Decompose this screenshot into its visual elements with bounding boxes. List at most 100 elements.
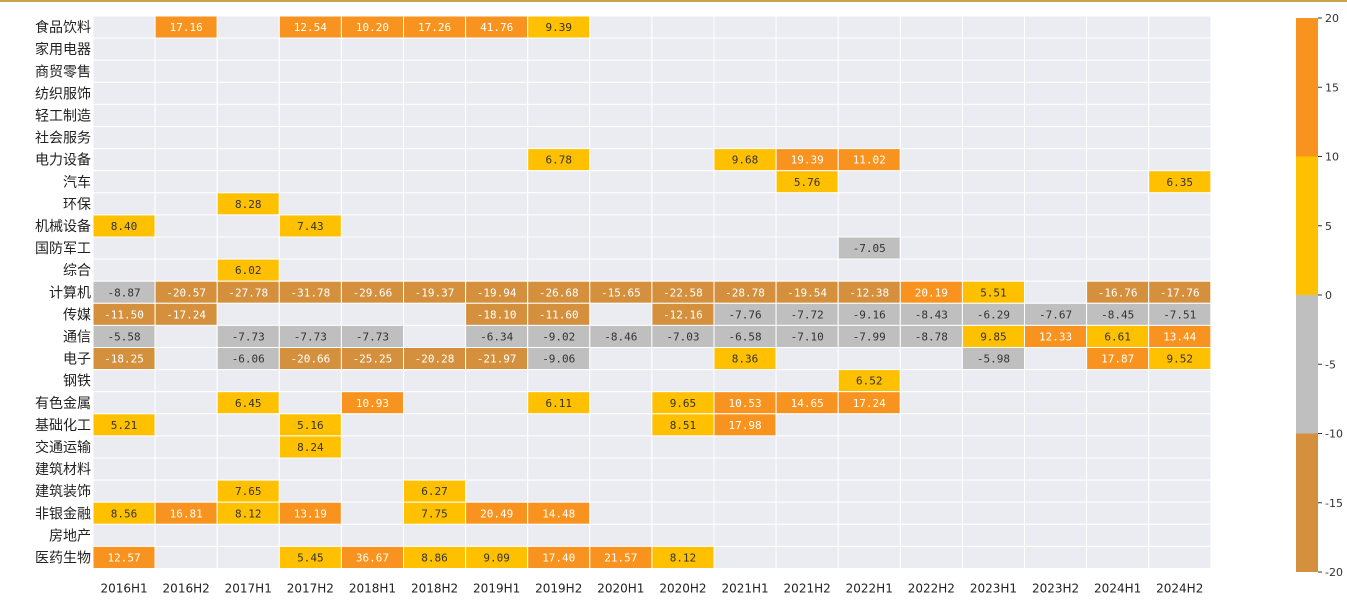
cell-value-label: 12.57 [107, 551, 140, 564]
cell-value-label: 10.53 [728, 397, 761, 410]
heatmap-cell [713, 59, 777, 83]
cell-value-label: 16.81 [170, 507, 203, 520]
cell-value-label: -7.73 [294, 330, 327, 343]
cell-value-label: -20.28 [415, 353, 455, 366]
cell-value-label: 21.57 [604, 551, 637, 564]
colorbar-tick-label: 5 [1325, 220, 1332, 233]
cell-value-label: -8.87 [107, 286, 140, 299]
heatmap-cell [340, 192, 404, 216]
column-label: 2020H1 [597, 582, 644, 596]
heatmap-cell [713, 170, 777, 194]
heatmap-cell [713, 15, 777, 39]
cell-value-label: -9.06 [542, 353, 575, 366]
heatmap-cell [92, 435, 156, 459]
heatmap-cell [837, 457, 901, 481]
heatmap-cell [92, 59, 156, 83]
column-label: 2019H1 [473, 582, 520, 596]
heatmap-cell [775, 236, 839, 260]
heatmap-cell [775, 479, 839, 503]
heatmap-cell [527, 435, 591, 459]
heatmap-cell [216, 103, 280, 128]
heatmap-cell [837, 501, 901, 525]
heatmap-cell [651, 457, 715, 481]
heatmap-cell [278, 302, 342, 326]
heatmap-cell [651, 37, 715, 61]
cell-value-label: 8.86 [421, 551, 448, 564]
row-label: 非银金融 [35, 506, 91, 522]
cell-value-label: -7.73 [356, 330, 389, 343]
heatmap-cell [1148, 81, 1212, 105]
cell-value-label: 8.24 [297, 441, 324, 454]
cell-value-label: 14.48 [542, 507, 575, 520]
heatmap-cell [403, 214, 467, 238]
heatmap-cell [1148, 15, 1212, 39]
heatmap-cell [1148, 369, 1212, 393]
cell-value-label: -7.51 [1163, 308, 1196, 321]
heatmap-cell [216, 37, 280, 61]
heatmap-cell [465, 126, 529, 150]
heatmap-cell [589, 37, 653, 61]
cell-value-label: 5.21 [111, 419, 138, 432]
heatmap-cell [527, 192, 591, 216]
heatmap-cell [899, 435, 963, 459]
heatmap-cell [465, 170, 529, 194]
heatmap-cell [961, 391, 1026, 415]
heatmap-cell [216, 413, 280, 437]
heatmap-cell [154, 391, 218, 415]
cell-value-label: -18.10 [477, 308, 517, 321]
heatmap-cell [403, 523, 467, 547]
cell-value-label: -9.16 [853, 308, 886, 321]
heatmap-cell [216, 435, 280, 459]
heatmap-cell [403, 236, 467, 260]
cell-value-label: -7.76 [728, 308, 761, 321]
cell-value-label: 6.61 [1104, 330, 1131, 343]
column-label: 2024H1 [1094, 582, 1141, 596]
cell-value-label: 8.40 [111, 220, 138, 233]
heatmap-cell [154, 37, 218, 61]
column-labels: 2016H1 2016H2 2017H1 2017H2 2018H1 2018H2 2019… [100, 582, 1203, 596]
heatmap-cell [651, 192, 715, 216]
heatmap-cell [92, 391, 156, 415]
heatmap-cell [713, 214, 777, 238]
cell-value-label: -25.25 [353, 353, 393, 366]
heatmap-cell [340, 302, 404, 326]
heatmap-cell [278, 170, 342, 194]
cell-value-label: 6.45 [235, 397, 262, 410]
heatmap-cell [1024, 523, 1088, 547]
heatmap-cell [1086, 148, 1150, 172]
heatmap-cell [465, 258, 529, 282]
heatmap-cell [651, 214, 715, 238]
cell-value-label: 5.16 [297, 419, 324, 432]
heatmap-cell [589, 148, 653, 172]
cell-value-label: 7.75 [421, 507, 448, 520]
cell-value-label: 8.51 [670, 419, 697, 432]
heatmap-cell [775, 347, 839, 371]
heatmap-cell [154, 413, 218, 437]
cell-value-label: -7.05 [853, 242, 886, 255]
heatmap-cell [1148, 192, 1212, 216]
heatmap-cell [340, 413, 404, 437]
row-labels: 食品饮料家用电器商贸零售纺织服饰轻工制造社会服务电力设备汽车环保机械设备国防军工… [35, 19, 91, 566]
heatmap-cell [92, 15, 156, 39]
heatmap-cell [1086, 126, 1150, 150]
cell-value-label: -5.58 [107, 330, 140, 343]
heatmap-cell [1148, 523, 1212, 547]
heatmap-cell [1086, 391, 1150, 415]
heatmap-cell [1148, 479, 1212, 503]
cell-value-label: 5.76 [794, 176, 821, 189]
row-label: 通信 [63, 329, 91, 345]
heatmap-cell [1024, 37, 1088, 61]
heatmap-cell [589, 413, 653, 437]
heatmap-cell [713, 258, 777, 282]
heatmap-cell [651, 126, 715, 150]
row-label: 计算机 [49, 285, 91, 301]
heatmap-cell [1024, 413, 1088, 437]
heatmap-cell [527, 413, 591, 437]
heatmap-cell-labels: 17.16 12.54 10.20 17.26 41.76 9.39 6.78 9.68 19.… [104, 21, 1199, 564]
cell-value-label: -8.43 [915, 308, 948, 321]
row-label: 基础化工 [35, 417, 91, 434]
heatmap-cell [527, 369, 591, 393]
heatmap-cell [899, 236, 963, 260]
cell-value-label: -16.76 [1098, 286, 1138, 299]
heatmap-cell [1086, 501, 1150, 525]
